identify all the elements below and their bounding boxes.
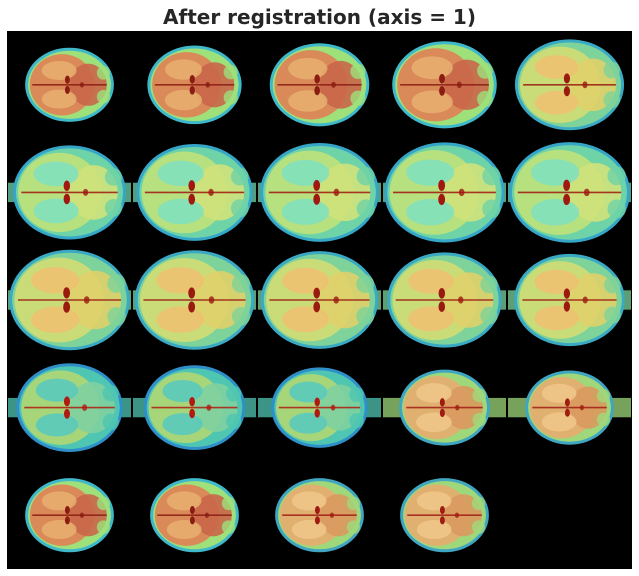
brain-slice-2-1 [8,145,131,240]
brain-slice-2-2 [133,143,256,241]
figure-title: After registration (axis = 1) [163,5,476,29]
brain-slice-5-2 [150,478,239,553]
brain-slice-3-2 [133,250,256,350]
brain-slice-4-1 [8,363,131,452]
brain-slice-1-4 [392,41,497,129]
brain-slice-4-2 [133,365,256,450]
brain-slice-1-3 [269,43,370,127]
brain-slice-4-5 [508,370,631,445]
brain-slice-1-2 [147,45,242,125]
brain-slice-5-3 [275,478,364,553]
brain-slice-2-4 [383,142,506,243]
brain-slice-5-4 [400,478,489,553]
brain-slice-3-3 [258,251,381,349]
mosaic-canvas [8,39,631,553]
brain-slice-1-1 [25,47,114,122]
brain-slice-3-1 [8,249,131,351]
brain-slice-3-4 [383,252,506,348]
brain-slice-5-1 [25,478,114,553]
brain-slice-mosaic [7,31,632,569]
brain-slice-2-3 [258,142,381,242]
brain-slice-3-5 [508,253,631,347]
brain-slice-4-4 [383,369,506,446]
brain-slice-4-3 [258,367,381,448]
brain-slice-2-5 [508,142,631,243]
brain-slice-1-5 [514,39,625,131]
